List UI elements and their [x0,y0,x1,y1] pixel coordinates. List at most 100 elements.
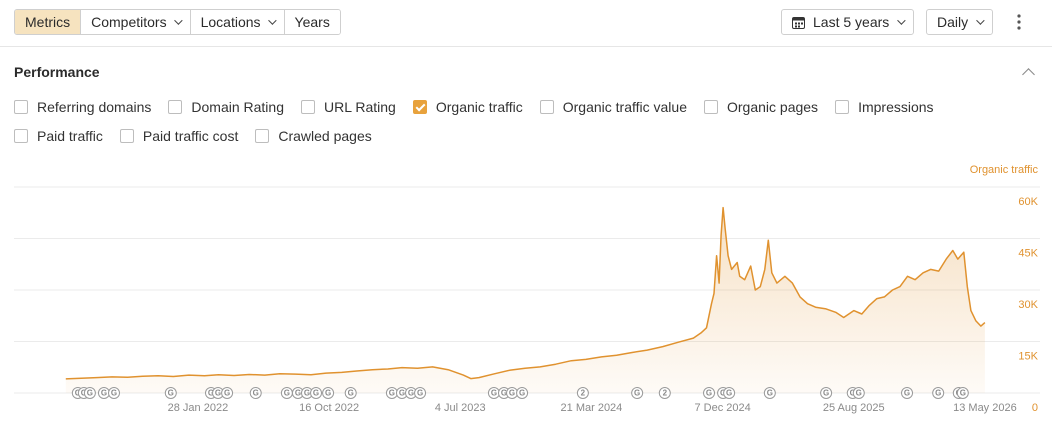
tab-label: Metrics [25,14,71,30]
tab[interactable]: Locations [190,10,285,34]
tab[interactable]: Metrics [15,10,82,34]
update-marker-label: G [519,389,525,398]
metric-option[interactable]: Organic traffic value [539,97,687,117]
update-marker-label: G [101,389,107,398]
metric-label: Organic traffic value [562,99,687,115]
update-marker-label: G [726,389,732,398]
update-marker-label: G [509,389,515,398]
caret [976,16,985,25]
x-tick-label: 28 Jan 2022 [168,402,229,414]
checkbox[interactable] [14,100,28,114]
calendar-icon [792,16,805,29]
x-tick-label: 16 Oct 2022 [299,402,359,414]
checkbox[interactable] [255,129,270,143]
update-marker [932,387,945,399]
update-marker [956,387,969,399]
update-marker-label: G [408,389,414,398]
update-marker [852,387,865,399]
area-fill [65,207,985,393]
update-marker-label: G [111,389,117,398]
checkbox[interactable] [835,100,850,114]
caret [267,16,277,25]
update-marker-label: G [348,389,354,398]
update-marker [83,387,96,399]
update-marker-label: G [767,389,773,398]
interval-label: Daily [937,14,969,30]
tab-label: Years [294,14,330,30]
update-marker [820,387,833,399]
update-marker [658,387,671,399]
section-title: Performance [14,64,100,80]
update-marker-label: G [399,389,405,398]
metric-label: Paid traffic [37,128,103,144]
update-marker-label: G [313,389,319,398]
update-marker-label: G [850,389,856,398]
update-marker-label: G [75,389,81,398]
interval-select[interactable]: Daily [926,9,994,35]
metric-option[interactable]: Referring domains [14,97,151,117]
y-tick-label: 60K [1018,196,1038,208]
update-marker [414,387,427,399]
checkbox-checked[interactable] [412,100,427,114]
checkbox[interactable] [168,100,183,114]
metric-label: Domain Rating [191,99,284,115]
x-tick-label: 25 Aug 2025 [823,402,885,414]
update-marker [164,387,177,399]
update-marker-label: G [168,389,174,398]
metric-label: Crawled pages [278,128,372,144]
y-tick-label: 0 [1032,402,1038,414]
update-marker [631,387,644,399]
tab[interactable]: Years [284,10,340,34]
update-marker [576,387,589,399]
metric-label: Impressions [858,99,934,115]
metric-option[interactable]: Paid traffic [14,126,103,146]
update-marker-label: G [491,389,497,398]
metric-label: Paid traffic cost [142,128,239,144]
update-marker-label: G [208,389,214,398]
caret [173,16,183,25]
more-menu[interactable] [1015,13,1023,31]
update-marker-label: G [389,389,395,398]
update-marker-label: G [706,389,712,398]
metric-label: Organic traffic [435,99,523,115]
update-marker-label: 2 [581,389,586,398]
update-marker-label: G [856,389,862,398]
metric-option[interactable]: Organic pages [704,97,818,117]
update-marker-label: G [81,389,87,398]
period-select[interactable]: Last 5 years [781,9,915,35]
update-marker-label: 2 [663,389,668,398]
update-marker-label: G [904,389,910,398]
series-line [65,206,986,380]
checkbox[interactable] [539,100,554,114]
metric-option[interactable]: Domain Rating [168,97,284,117]
update-marker [703,387,716,399]
metric-option[interactable]: Crawled pages [255,126,372,146]
update-marker [344,387,357,399]
update-marker-label: G [224,389,230,398]
update-marker [723,387,736,399]
checkbox[interactable] [119,129,134,143]
tab-label: Locations [200,14,261,30]
checkbox[interactable] [704,100,718,114]
update-marker [516,387,529,399]
x-tick-label: 21 Mar 2024 [561,402,623,414]
checkbox[interactable] [14,129,28,143]
caret [897,16,906,25]
x-tick-label: 13 May 2026 [953,402,1017,414]
metric-option[interactable]: URL Rating [301,97,396,117]
update-marker-label: G [284,389,290,398]
metric-option[interactable]: Paid traffic cost [119,126,239,146]
update-marker [108,387,121,399]
checkbox[interactable] [301,100,315,114]
update-marker-label: G [304,389,310,398]
update-marker-label: G [720,389,726,398]
metric-option[interactable]: Impressions [835,97,934,117]
tab[interactable]: Competitors [81,10,191,34]
y-axis-title: Organic traffic [970,164,1039,176]
metric-option[interactable]: Organic traffic [412,97,523,117]
metric-label: Organic pages [727,99,819,115]
y-tick-label: 30K [1018,299,1038,311]
